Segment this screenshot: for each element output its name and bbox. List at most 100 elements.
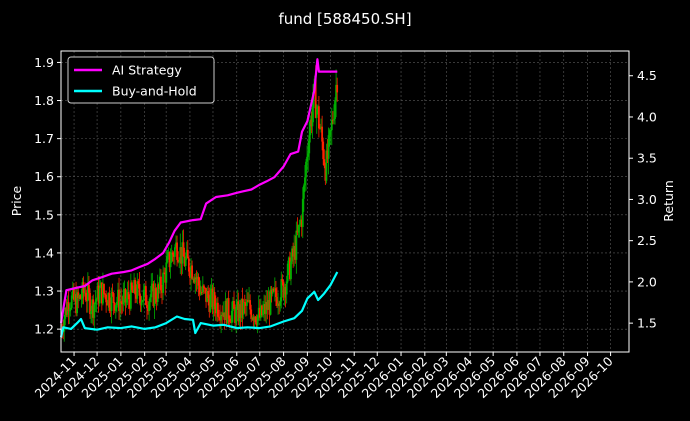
candle-body bbox=[243, 302, 246, 303]
candle-body bbox=[209, 294, 212, 312]
candle-body bbox=[204, 287, 206, 289]
candle-body bbox=[320, 126, 322, 129]
candle-body bbox=[232, 301, 234, 311]
candle-body bbox=[323, 159, 326, 166]
candle-body bbox=[279, 301, 282, 306]
candle-body bbox=[178, 261, 181, 263]
candle-body bbox=[307, 153, 310, 157]
grid bbox=[61, 51, 629, 352]
candle-body bbox=[103, 283, 105, 294]
candle-body bbox=[184, 257, 187, 266]
candle-body bbox=[104, 293, 106, 295]
candle-body bbox=[234, 308, 236, 324]
candle-body bbox=[322, 141, 325, 160]
candle-body bbox=[114, 305, 117, 311]
candle-body bbox=[238, 304, 241, 322]
candle-body bbox=[139, 295, 142, 306]
candle-body bbox=[169, 262, 172, 268]
candle-body bbox=[123, 288, 126, 295]
candle-body bbox=[300, 219, 303, 228]
candle-body bbox=[319, 128, 321, 130]
candle-body bbox=[153, 288, 156, 307]
candle-body bbox=[66, 301, 69, 315]
candle-body bbox=[225, 300, 228, 324]
candle-body bbox=[190, 265, 192, 278]
candle-body bbox=[324, 165, 327, 181]
chart-title: fund [588450.SH] bbox=[278, 10, 411, 28]
candle-body bbox=[97, 285, 100, 304]
candle-body bbox=[266, 301, 269, 310]
candle-body bbox=[333, 118, 335, 121]
candle-body bbox=[309, 119, 312, 136]
candle-body bbox=[254, 316, 257, 323]
candle-body bbox=[65, 307, 68, 315]
candle-body bbox=[111, 292, 114, 294]
candle-body bbox=[118, 289, 120, 312]
candle-body bbox=[255, 322, 258, 326]
candle-body bbox=[207, 291, 210, 299]
y-tick-right-label: 3.5 bbox=[637, 151, 657, 166]
candle-body bbox=[94, 301, 97, 305]
candle-body bbox=[179, 247, 182, 262]
candle-body bbox=[128, 299, 131, 309]
candle-body bbox=[311, 108, 314, 127]
candle-body bbox=[215, 302, 218, 314]
candle-body bbox=[155, 299, 158, 302]
candle-body bbox=[219, 317, 221, 321]
series-line-buy-and-hold bbox=[59, 271, 339, 338]
candle-body bbox=[141, 300, 144, 302]
candle-body bbox=[283, 287, 286, 298]
legend-label-ai-strategy: AI Strategy bbox=[112, 63, 182, 78]
candle-body bbox=[211, 288, 214, 310]
candle-body bbox=[292, 248, 295, 257]
candle-body bbox=[157, 284, 160, 290]
candle-body bbox=[242, 302, 245, 315]
y-tick-left-label: 1.8 bbox=[34, 93, 54, 108]
candle-body bbox=[164, 273, 167, 283]
candle-body bbox=[277, 303, 279, 306]
candle-body bbox=[298, 224, 301, 226]
candle-body bbox=[196, 276, 199, 280]
candle-body bbox=[110, 292, 113, 311]
candle-body bbox=[93, 304, 96, 318]
candle-body bbox=[77, 292, 80, 299]
candle-body bbox=[133, 280, 135, 293]
candle-body bbox=[69, 307, 72, 310]
candle-body bbox=[175, 242, 177, 248]
candle-body bbox=[158, 276, 161, 290]
candle-body bbox=[250, 309, 253, 319]
candle-body bbox=[186, 249, 189, 259]
y-tick-right-label: 4.0 bbox=[637, 109, 657, 124]
y-axis-left-label: Price bbox=[9, 185, 24, 216]
candle-body bbox=[156, 284, 159, 302]
candle-body bbox=[168, 252, 171, 268]
candle-body bbox=[197, 276, 200, 286]
candle-body bbox=[172, 254, 175, 257]
candle-body bbox=[140, 301, 143, 306]
candle-body bbox=[329, 130, 332, 131]
candle-body bbox=[82, 282, 85, 293]
candle-body bbox=[270, 289, 273, 294]
candle-body bbox=[100, 282, 103, 304]
candle-body bbox=[316, 106, 319, 110]
candle-body bbox=[81, 282, 84, 299]
candle-body bbox=[79, 295, 82, 299]
candle-body bbox=[92, 299, 95, 318]
candle-body bbox=[315, 109, 318, 118]
candle-body bbox=[325, 150, 328, 181]
candle-body bbox=[187, 258, 190, 272]
candle-body bbox=[296, 230, 299, 233]
candle-body bbox=[302, 185, 305, 199]
candle-body bbox=[268, 300, 271, 315]
candle-body bbox=[253, 316, 256, 321]
candle-body bbox=[132, 289, 134, 293]
candle-body bbox=[229, 321, 232, 323]
candle-body bbox=[147, 308, 149, 312]
candle-body bbox=[134, 280, 137, 295]
candle-body bbox=[185, 249, 188, 258]
y-tick-left-label: 1.5 bbox=[34, 207, 54, 222]
candle-body bbox=[90, 311, 92, 315]
candle-body bbox=[117, 289, 119, 302]
candle-body bbox=[310, 119, 313, 127]
candle-body bbox=[288, 257, 291, 280]
